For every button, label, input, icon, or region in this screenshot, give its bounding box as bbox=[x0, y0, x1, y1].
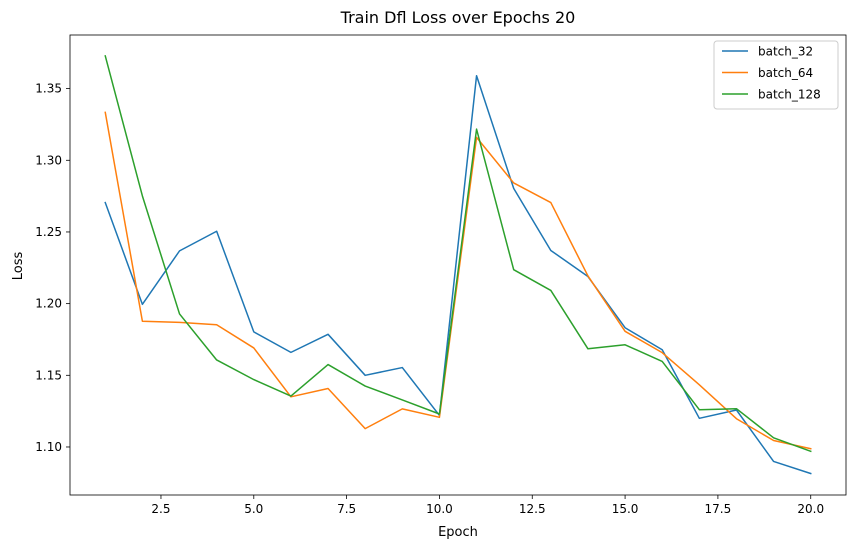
legend: batch_32 batch_64 batch_128 bbox=[713, 40, 839, 110]
series-line-batch-32 bbox=[104, 74, 812, 475]
x-tick-label: 7.5 bbox=[337, 502, 356, 516]
plot-area: 2.5 5.0 7.5 10.0 12.5 15.0 17.5 20.0 1.10 1.15 1.2… bbox=[35, 34, 847, 516]
y-tick-label: 1.25 bbox=[35, 225, 62, 239]
x-axis-label: Epoch bbox=[438, 525, 478, 540]
x-tick-label: 17.5 bbox=[705, 502, 732, 516]
legend-box bbox=[713, 40, 839, 110]
chart-title: Train Dfl Loss over Epochs 20 bbox=[340, 8, 576, 27]
series-line-batch-64 bbox=[104, 111, 812, 450]
legend-label-batch-32: batch_32 bbox=[758, 45, 813, 59]
plot-frame bbox=[69, 34, 847, 496]
legend-label-batch-128: batch_128 bbox=[758, 88, 821, 102]
y-tick-label: 1.20 bbox=[35, 297, 62, 311]
x-tick-label: 20.0 bbox=[797, 502, 824, 516]
series-line-batch-128 bbox=[104, 55, 812, 453]
y-tick-label: 1.15 bbox=[35, 368, 62, 382]
x-tick-label: 5.0 bbox=[244, 502, 263, 516]
x-tick-label: 15.0 bbox=[612, 502, 639, 516]
legend-label-batch-64: batch_64 bbox=[758, 66, 813, 80]
x-tick-label: 2.5 bbox=[151, 502, 170, 516]
y-tick-label: 1.30 bbox=[35, 153, 62, 167]
x-tick-label: 10.0 bbox=[426, 502, 453, 516]
y-tick-label: 1.35 bbox=[35, 82, 62, 96]
x-tick-label: 12.5 bbox=[519, 502, 546, 516]
y-tick-label: 1.10 bbox=[35, 440, 62, 454]
y-axis-label: Loss bbox=[11, 252, 26, 281]
